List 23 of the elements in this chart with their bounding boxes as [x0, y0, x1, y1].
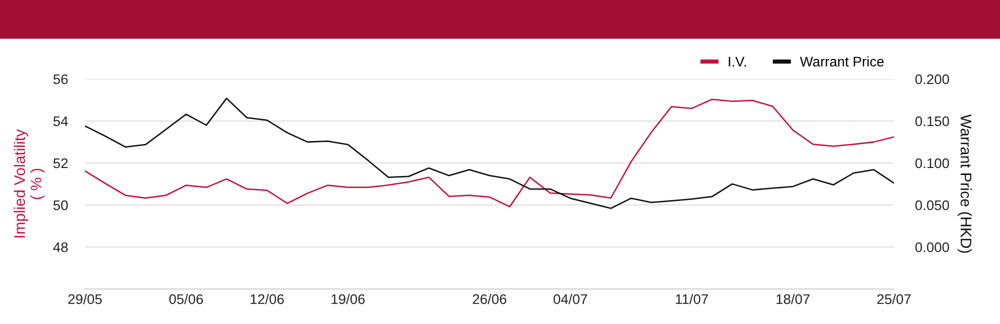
y-tick-label: 48	[53, 242, 68, 252]
y2-tick-label: 0.150	[915, 116, 950, 126]
x-tick-label: 18/07	[776, 294, 810, 304]
x-tick-label: 12/06	[250, 294, 284, 304]
y-tick-label: 50	[53, 200, 68, 210]
x-tick-label: 04/07	[554, 294, 588, 304]
y-tick-label: 56	[53, 74, 68, 84]
x-tick-label: 11/07	[676, 294, 708, 304]
x-tick-label: 29/05	[68, 294, 102, 304]
x-tick-label: 05/06	[169, 294, 203, 304]
legend-label: I.V.	[728, 56, 746, 66]
x-tick-label: 25/07	[877, 294, 911, 304]
y2-tick-label: 0.100	[915, 158, 950, 168]
y-tick-label: 52	[53, 158, 68, 168]
y-tick-label: 54	[53, 116, 68, 126]
y2-tick-label: 0.000	[915, 242, 950, 252]
y2-tick-label: 0.050	[915, 200, 950, 210]
x-tick-label: 19/06	[332, 294, 365, 304]
legend-label: Warrant Price	[800, 56, 884, 67]
y-axis-title: Implied Volatility ( % )	[14, 129, 45, 238]
x-tick-label: 26/06	[472, 294, 506, 304]
y2-axis-title: Warrant Price (HKD)	[958, 114, 972, 253]
y2-tick-label: 0.200	[915, 74, 950, 84]
